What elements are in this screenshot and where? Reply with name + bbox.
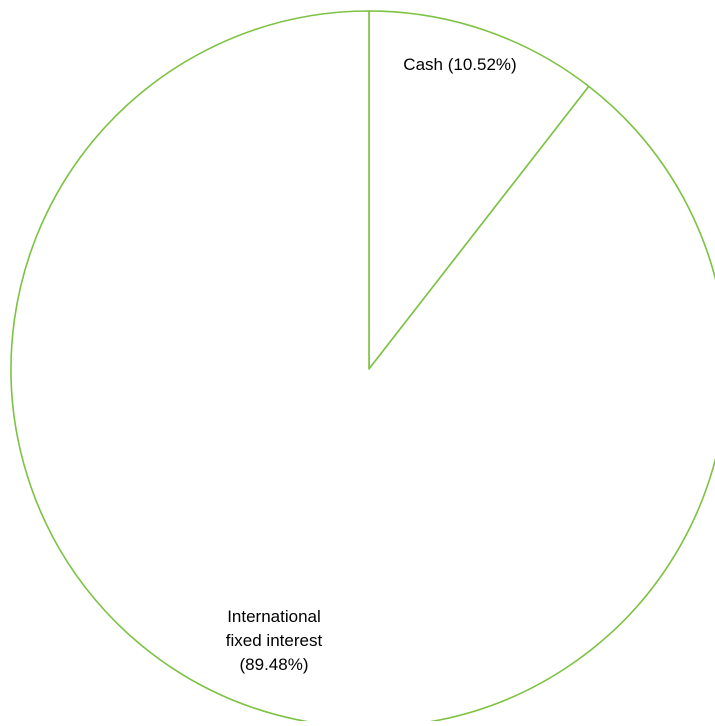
pie-slice-1 [10, 10, 715, 726]
pie-slice-label-line: (89.48%) [240, 655, 309, 674]
pie-slice-label-1: International fixed interest (89.48%) [226, 607, 323, 674]
pie-slice-label-line: International [227, 607, 321, 626]
pie-slice-label-line: fixed interest [226, 631, 323, 650]
pie-slice-label-0: Cash (10.52%) [403, 55, 516, 74]
pie-slice-0 [368, 10, 590, 370]
pie-slice-label-line: Cash (10.52%) [403, 55, 516, 74]
